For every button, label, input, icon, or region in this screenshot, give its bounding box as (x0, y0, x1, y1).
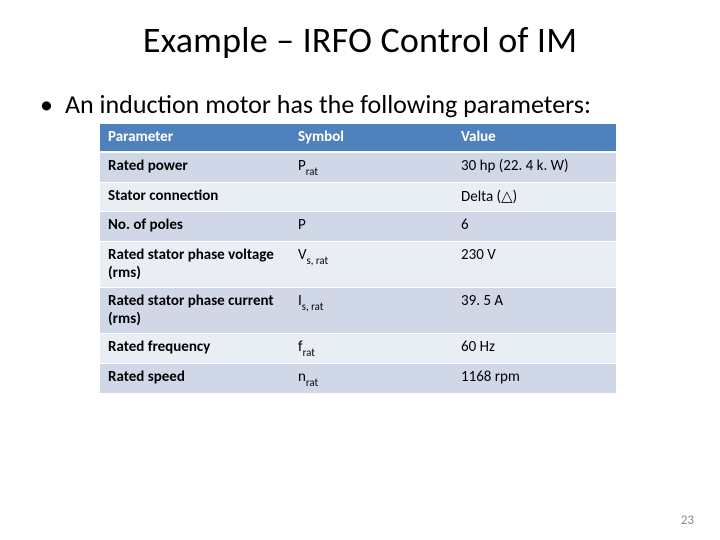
bullet-text: An induction motor has the following par… (65, 90, 591, 120)
table-row: Stator connection Delta (△) (100, 182, 616, 211)
table-row: Rated speed nrat 1168 rpm (100, 363, 616, 393)
cell-symbol: Vs, rat (290, 241, 453, 287)
cell-parameter: Rated speed (100, 363, 290, 393)
cell-parameter: No. of poles (100, 211, 290, 241)
table-row: Rated power Prat 30 hp (22. 4 k. W) (100, 152, 616, 183)
cell-value: 230 V (453, 241, 616, 287)
cell-value: 30 hp (22. 4 k. W) (453, 152, 616, 183)
cell-parameter: Rated frequency (100, 333, 290, 363)
slide-title: Example – IRFO Control of IM (50, 18, 670, 62)
table-header-row: Parameter Symbol Value (100, 124, 616, 152)
cell-value: 39. 5 A (453, 287, 616, 333)
cell-parameter: Rated stator phase voltage (rms) (100, 241, 290, 287)
cell-symbol: Is, rat (290, 287, 453, 333)
cell-value: Delta (△) (453, 182, 616, 211)
table-row: Rated stator phase current (rms) Is, rat… (100, 287, 616, 333)
cell-symbol: Prat (290, 152, 453, 183)
col-header-parameter: Parameter (100, 124, 290, 152)
bullet-marker: • (40, 90, 53, 119)
slide: Example – IRFO Control of IM • An induct… (0, 0, 720, 540)
parameter-table: Parameter Symbol Value Rated power Prat … (100, 124, 616, 394)
cell-value: 60 Hz (453, 333, 616, 363)
cell-symbol: nrat (290, 363, 453, 393)
cell-value: 1168 rpm (453, 363, 616, 393)
col-header-symbol: Symbol (290, 124, 453, 152)
cell-parameter: Rated stator phase current (rms) (100, 287, 290, 333)
cell-parameter: Stator connection (100, 182, 290, 211)
cell-symbol (290, 182, 453, 211)
cell-symbol: P (290, 211, 453, 241)
cell-parameter: Rated power (100, 152, 290, 183)
cell-value: 6 (453, 211, 616, 241)
cell-symbol: frat (290, 333, 453, 363)
col-header-value: Value (453, 124, 616, 152)
parameter-table-wrap: Parameter Symbol Value Rated power Prat … (100, 124, 670, 394)
table-row: No. of poles P 6 (100, 211, 616, 241)
page-number: 23 (681, 513, 694, 528)
bullet-line: • An induction motor has the following p… (50, 90, 670, 120)
table-row: Rated frequency frat 60 Hz (100, 333, 616, 363)
table-row: Rated stator phase voltage (rms) Vs, rat… (100, 241, 616, 287)
